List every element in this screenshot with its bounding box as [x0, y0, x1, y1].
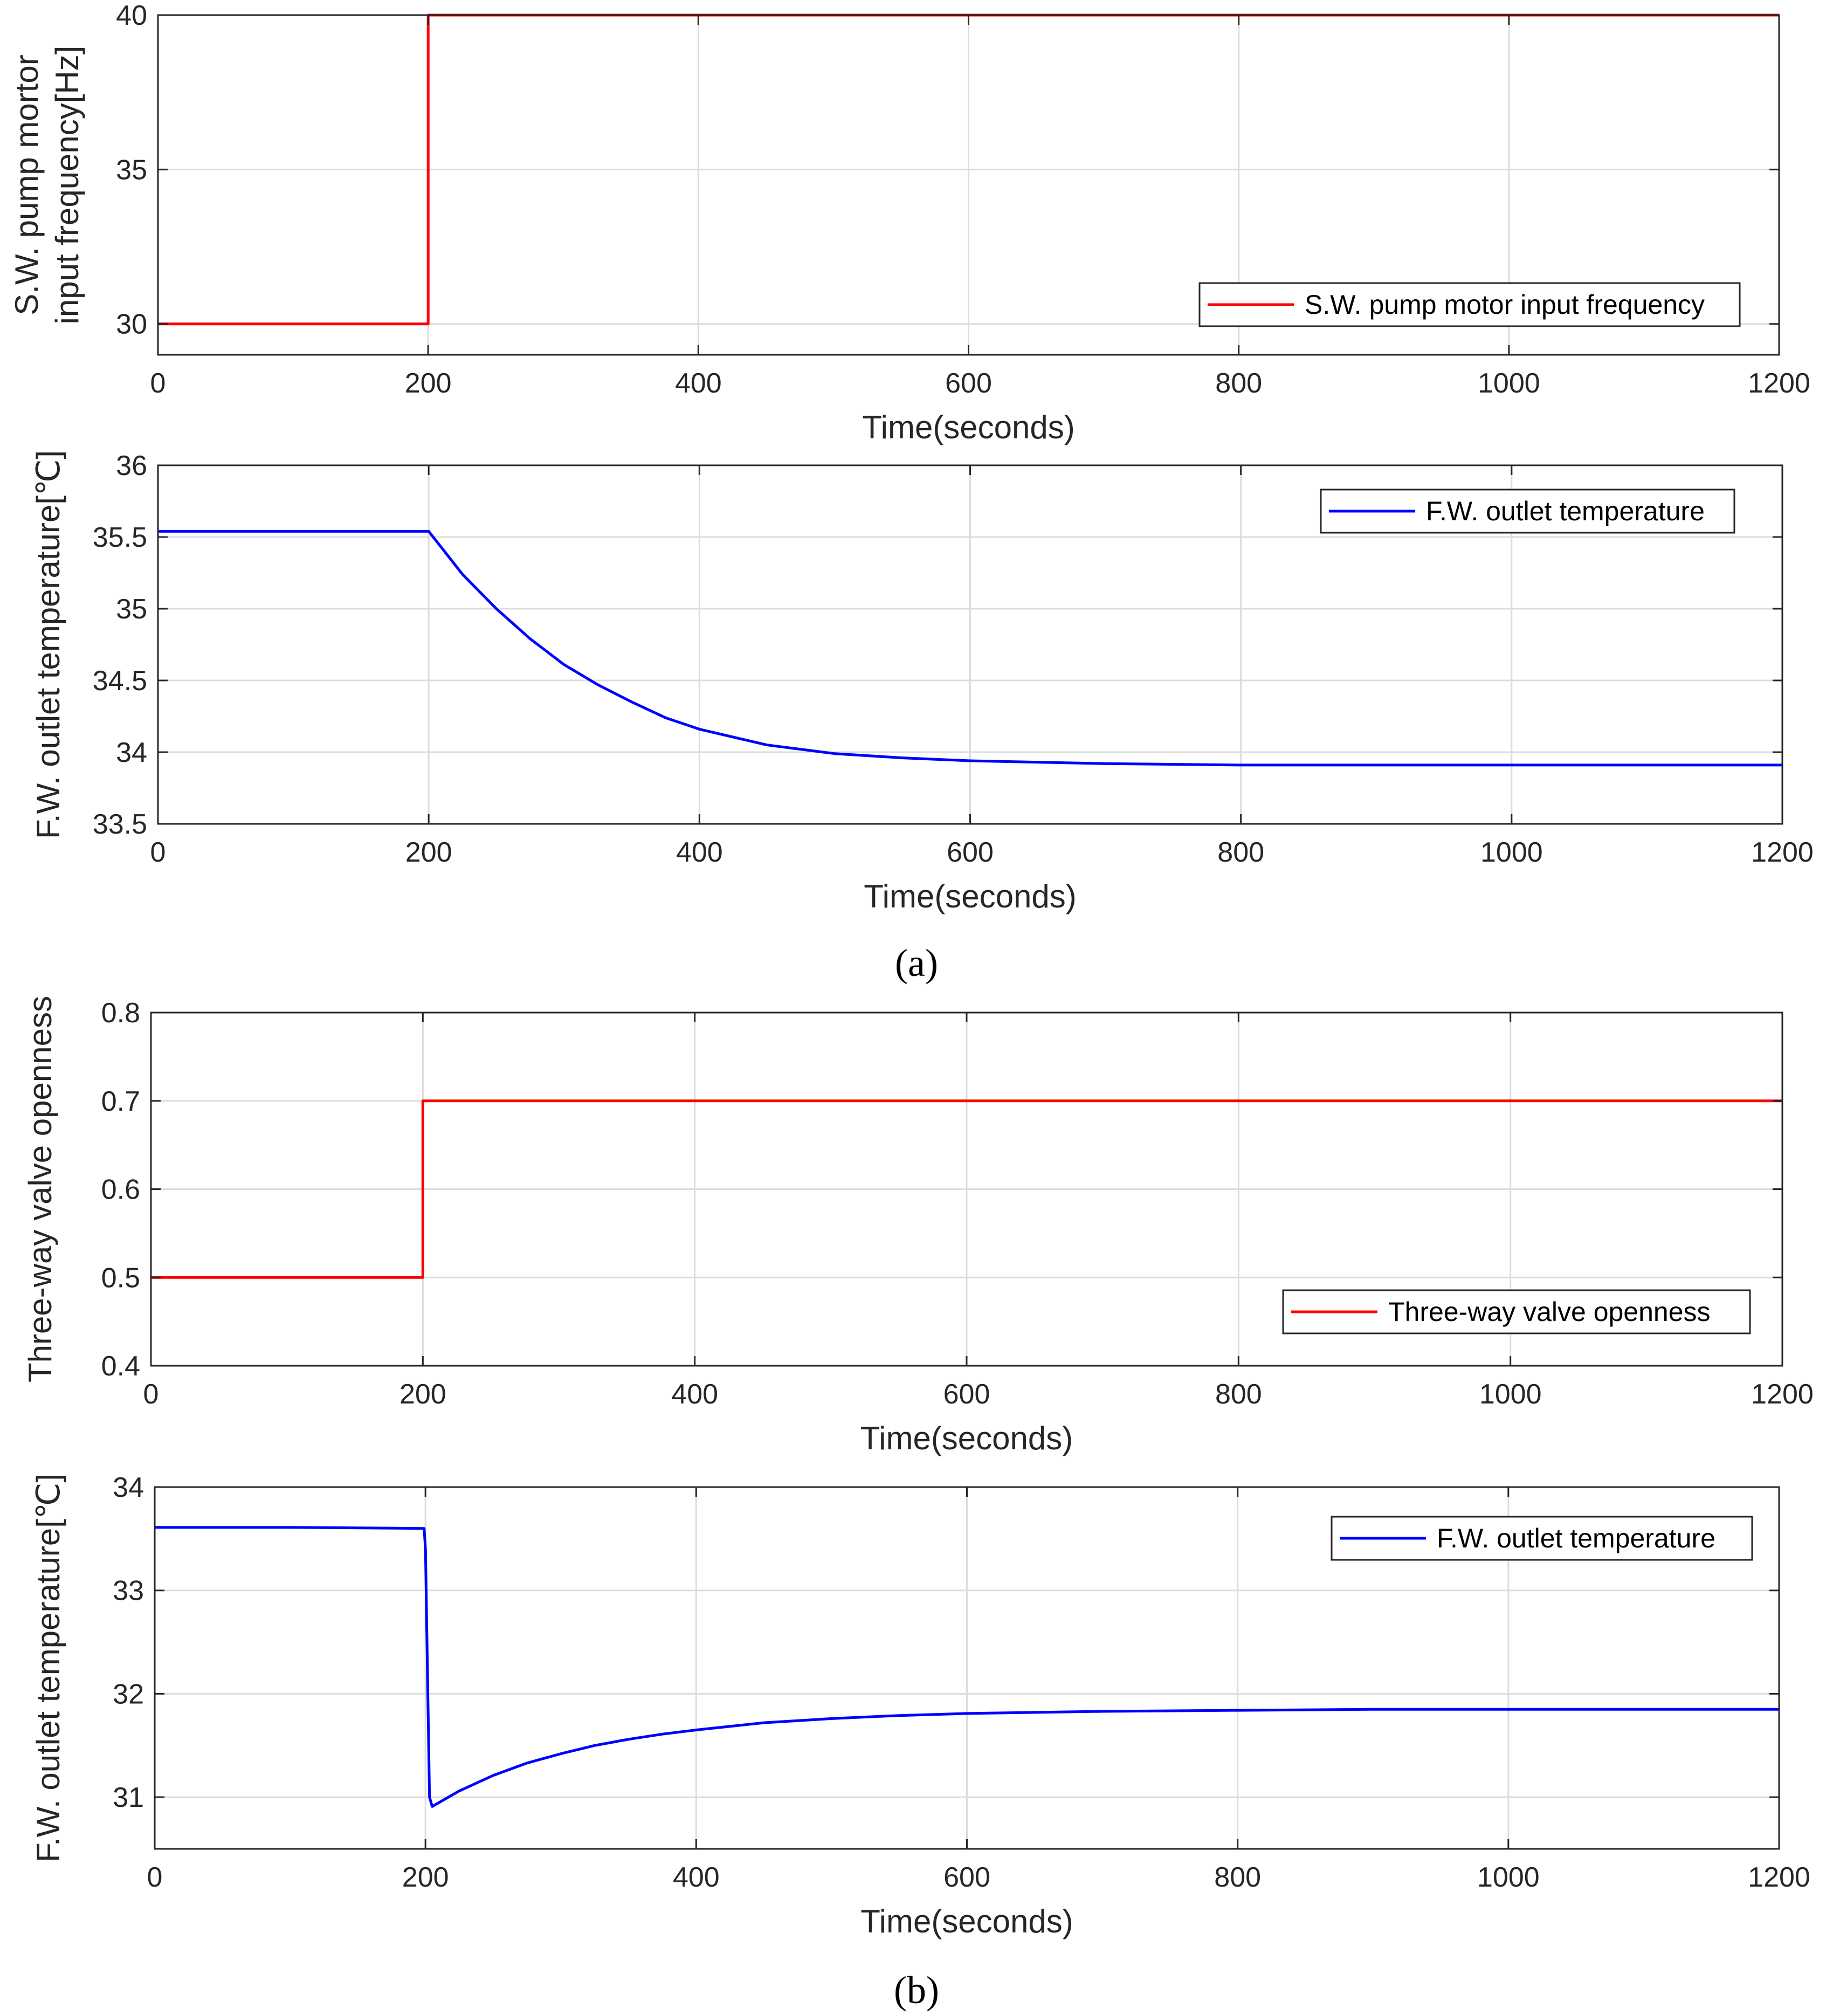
- x-tick-label: 1000: [1477, 1862, 1540, 1893]
- legend-label: Three-way valve openness: [1388, 1297, 1711, 1327]
- y-tick-label: 30: [116, 309, 147, 340]
- series-line-1: [158, 529, 1782, 767]
- y-tick-label: 34: [116, 737, 147, 768]
- x-tick-label: 0: [150, 368, 166, 399]
- x-tick-label: 1200: [1751, 837, 1814, 868]
- x-tick-label: 600: [947, 837, 994, 868]
- x-tick-label: 400: [675, 368, 722, 399]
- x-tick-label: 800: [1215, 1379, 1262, 1410]
- y-tick-label: 35: [116, 154, 147, 185]
- x-axis-label: Time(seconds): [860, 1903, 1073, 1939]
- y-tick-label: 40: [116, 0, 147, 31]
- y-tick-label: 31: [113, 1782, 144, 1813]
- x-tick-label: 600: [943, 1862, 990, 1893]
- x-tick-label: 1000: [1480, 837, 1543, 868]
- x-tick-label: 1200: [1748, 1862, 1810, 1893]
- chart-4: 0 200 400 600 800 1000 1200 31 32 33 34 Time(second…: [30, 1472, 1810, 1939]
- x-tick-label: 200: [399, 1379, 446, 1410]
- x-tick-label: 0: [143, 1379, 159, 1410]
- x-tick-label: 200: [405, 837, 452, 868]
- y-tick-label: 35.5: [93, 522, 147, 553]
- x-axis-label: Time(seconds): [862, 409, 1075, 445]
- x-tick-label: 1000: [1479, 1379, 1542, 1410]
- x-tick-label: 400: [673, 1862, 720, 1893]
- chart-1: 0 200 400 600 800 1000 1200 30 35 40 Time(seconds)…: [9, 0, 1810, 445]
- legend-label: F.W. outlet temperature: [1437, 1523, 1715, 1553]
- x-tick-label: 1200: [1748, 368, 1810, 399]
- y-axis-label: F.W. outlet temperature[℃]: [30, 1474, 66, 1862]
- y-tick-label: 33: [113, 1575, 144, 1607]
- x-tick-label: 0: [147, 1862, 163, 1893]
- y-tick-label: 32: [113, 1678, 144, 1710]
- series-line-1: [151, 1099, 1782, 1279]
- x-tick-label: 400: [676, 837, 723, 868]
- x-tick-label: 200: [402, 1862, 449, 1893]
- y-tick-label: 0.8: [101, 997, 140, 1029]
- x-tick-label: 600: [943, 1379, 990, 1410]
- x-tick-label: 1200: [1751, 1379, 1814, 1410]
- y-tick-label: 36: [116, 450, 147, 481]
- legend-label: F.W. outlet temperature: [1426, 496, 1705, 526]
- y-tick-label: 33.5: [93, 809, 147, 840]
- x-tick-label: 800: [1215, 368, 1262, 399]
- y-tick-label: 0.4: [101, 1351, 140, 1382]
- y-tick-label: 0.7: [101, 1086, 140, 1117]
- y-axis-label: S.W. pump mortor: [9, 54, 45, 315]
- y-tick-label: 0.5: [101, 1262, 140, 1293]
- x-axis-label: Time(seconds): [860, 1420, 1073, 1456]
- y-tick-label: 34.5: [93, 665, 147, 697]
- chart-3: 0 200 400 600 800 1000 1200 0.4 0.5 0.6 0.7 0.8 Time…: [22, 996, 1814, 1456]
- series-line-1: [155, 1526, 1779, 1808]
- x-tick-label: 400: [671, 1379, 718, 1410]
- legend: S.W. pump motor input frequency: [1198, 282, 1741, 327]
- legend: F.W. outlet temperature: [1320, 488, 1735, 534]
- y-axis-label: F.W. outlet temperature[℃]: [30, 450, 66, 839]
- x-tick-label: 600: [945, 368, 992, 399]
- legend: F.W. outlet temperature: [1331, 1516, 1753, 1561]
- y-tick-label: 0.6: [101, 1174, 140, 1206]
- x-tick-label: 0: [150, 837, 166, 868]
- x-axis-label: Time(seconds): [864, 878, 1077, 914]
- panel-label-b: (b): [894, 1969, 939, 2012]
- x-tick-label: 800: [1214, 1862, 1261, 1893]
- y-tick-label: 35: [116, 594, 147, 625]
- x-tick-label: 1000: [1478, 368, 1540, 399]
- panel-label-a: (a): [895, 941, 938, 985]
- y-axis-label: input frequency[Hz]: [49, 46, 85, 325]
- charts-container: 0 200 400 600 800 1000 1200 30 35 40 Time(seconds)…: [9, 0, 1814, 1939]
- x-tick-label: 800: [1217, 837, 1264, 868]
- x-tick-label: 200: [405, 368, 452, 399]
- y-axis-label: Three-way valve openness: [22, 996, 58, 1382]
- chart-2: 0 200 400 600 800 1000 1200 33.5 34 34.5 35 35.5 36 T…: [30, 450, 1814, 914]
- legend-label: S.W. pump motor input frequency: [1305, 290, 1705, 320]
- y-tick-label: 34: [113, 1472, 144, 1503]
- legend: Three-way valve openness: [1282, 1289, 1751, 1334]
